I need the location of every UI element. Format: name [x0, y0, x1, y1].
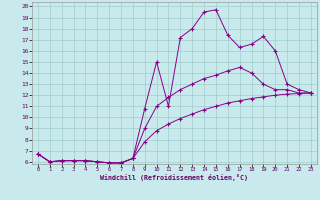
X-axis label: Windchill (Refroidissement éolien,°C): Windchill (Refroidissement éolien,°C): [100, 174, 248, 181]
